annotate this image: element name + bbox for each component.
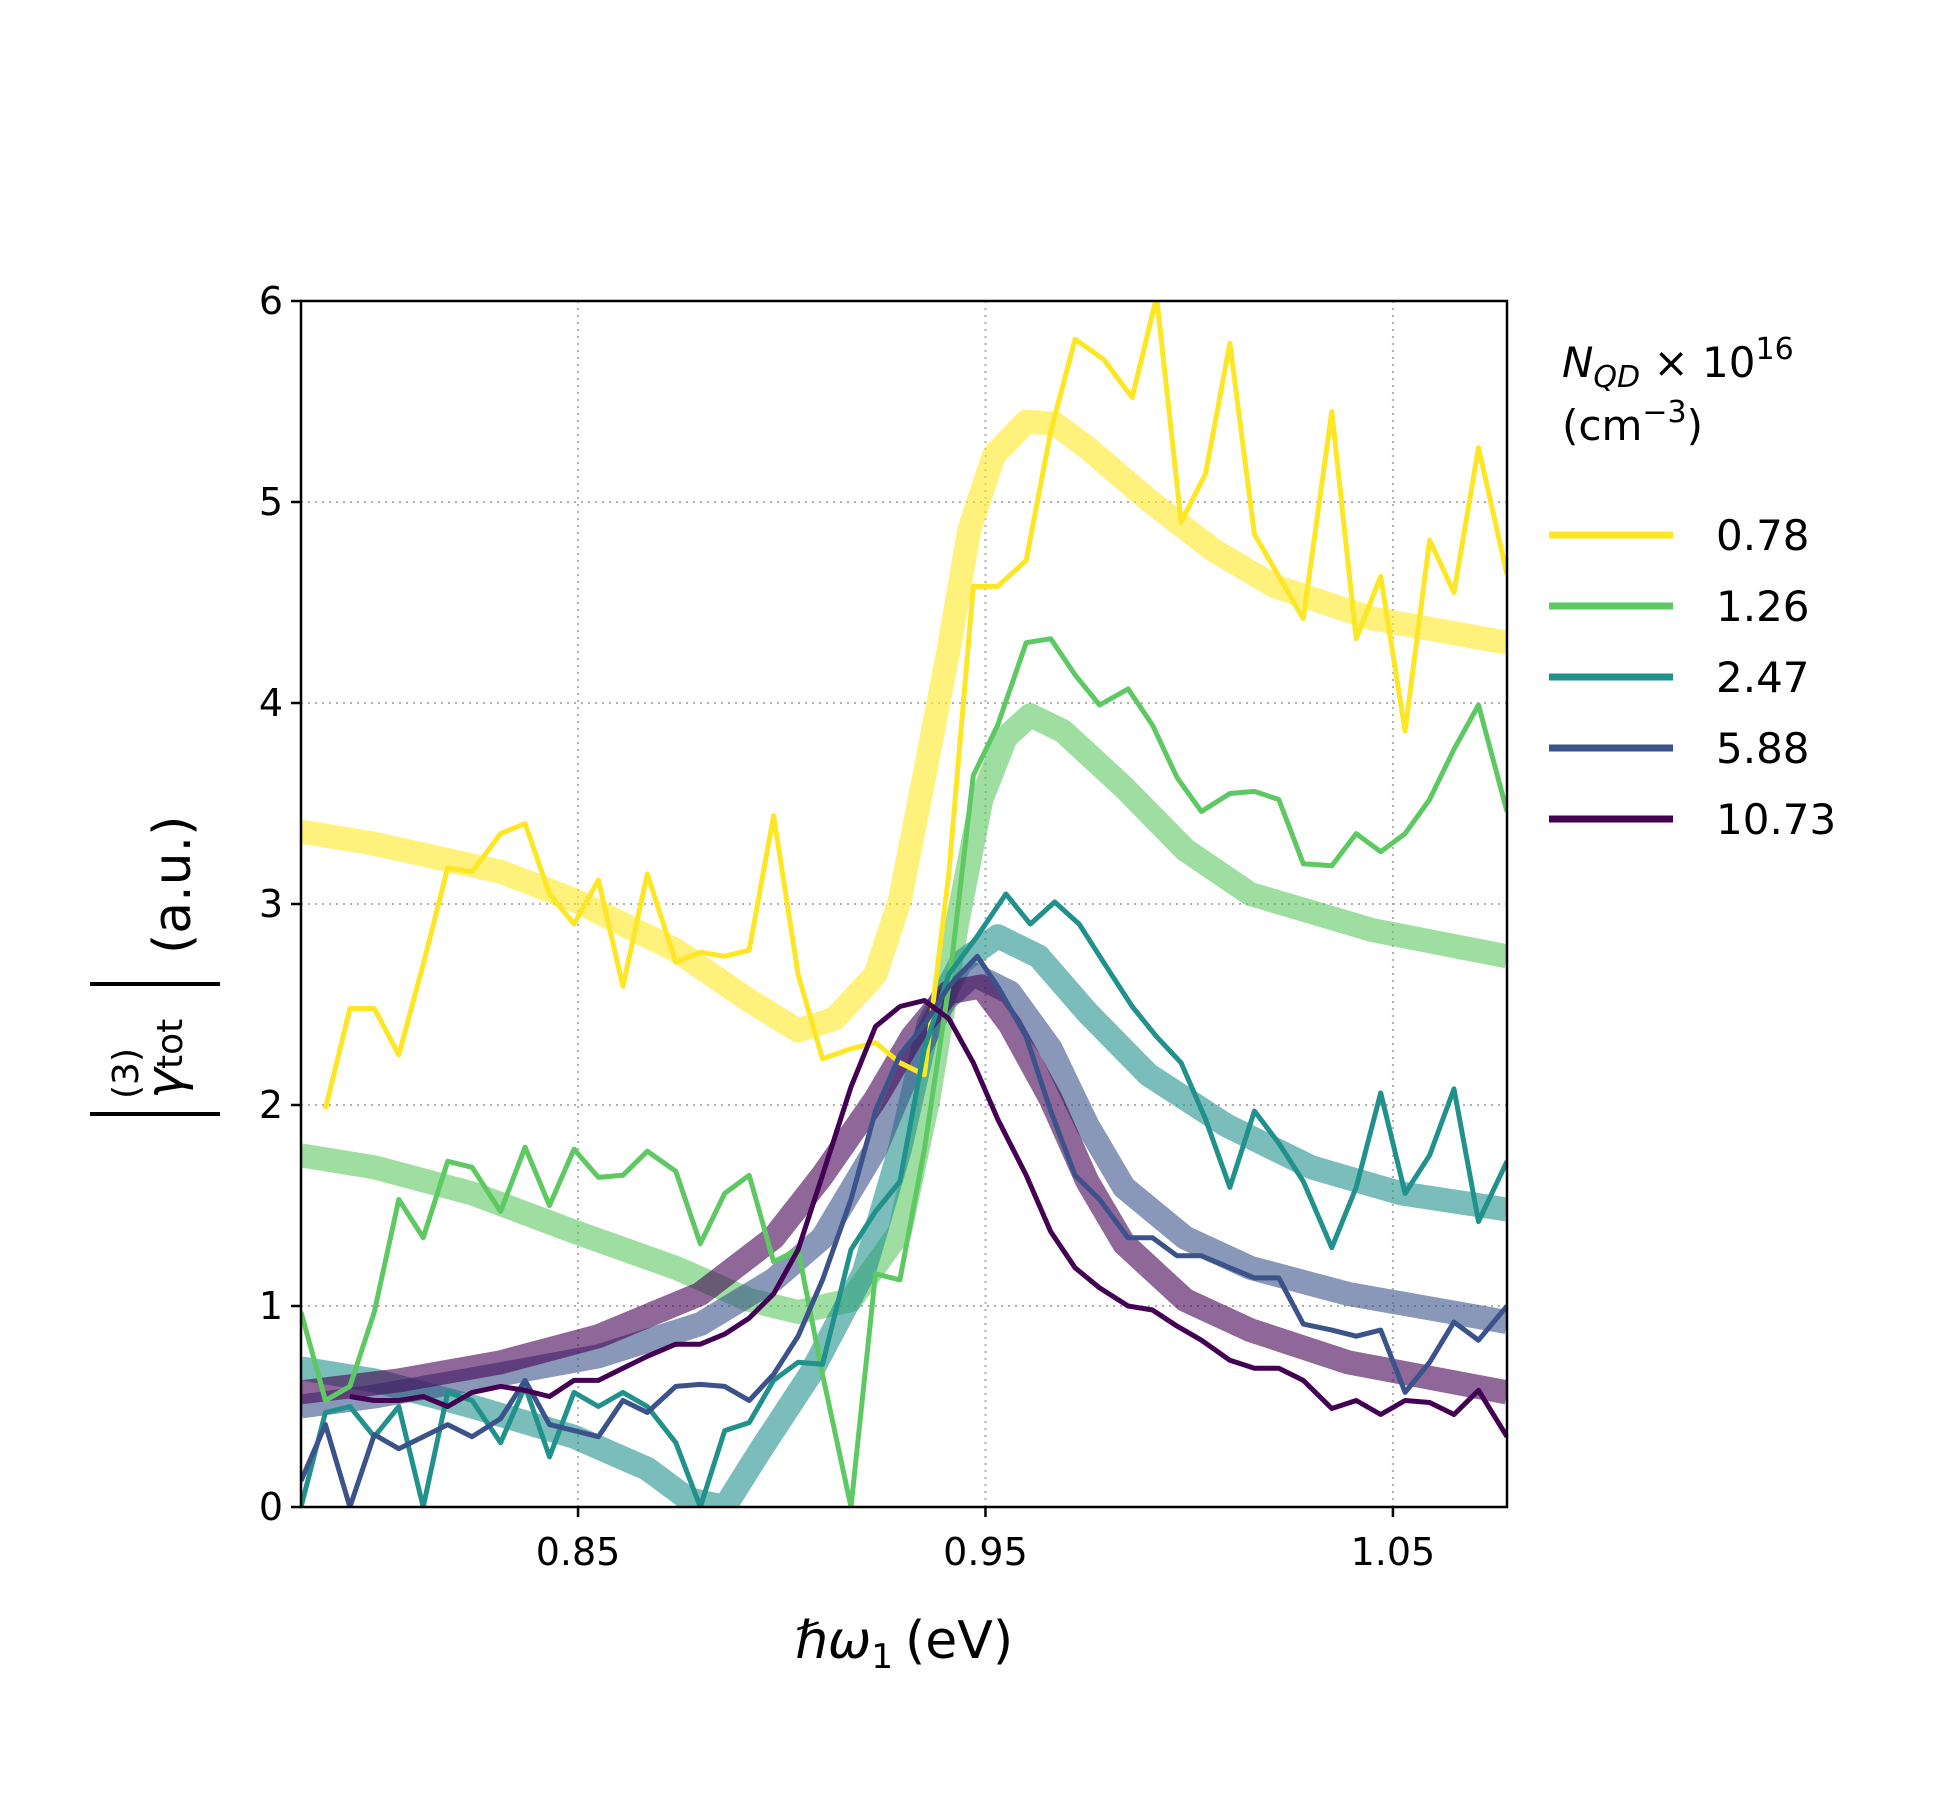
data-line-5.88: [301, 953, 1507, 1507]
legend-label: 1.26: [1716, 582, 1810, 631]
data-line-10.73: [349, 998, 1507, 1439]
data-line-2.47: [301, 891, 1507, 1507]
fit-curve-1.26: [301, 703, 1507, 1324]
data-line-1.26: [301, 636, 1507, 1507]
legend-title-line2: (cm−3): [1562, 395, 1703, 450]
y-tick-label: 1: [259, 1284, 283, 1328]
y-tick-label: 2: [259, 1083, 283, 1127]
svg-text:γ: γ: [135, 1065, 195, 1099]
x-axis-label: ℏω1 (eV): [795, 1611, 1013, 1677]
legend-label: 10.73: [1716, 795, 1836, 844]
legend: NQD × 1016 (cm−3) 0.78 1.26 2.47 5.88 10.73: [1549, 332, 1836, 844]
y-axis-label: γ (3) tot (a.u.): [90, 816, 220, 1116]
legend-label: 0.78: [1716, 511, 1810, 560]
y-tick-label: 0: [259, 1485, 283, 1529]
y-tick-label: 3: [259, 882, 283, 926]
fit-curve-0.78: [301, 409, 1507, 1043]
svg-text:(a.u.): (a.u.): [143, 816, 203, 954]
data-line-0.78: [322, 301, 1507, 1110]
y-tick-label: 4: [259, 681, 283, 725]
ticks: 0 1 2 3 4 5 6 0.85 0.95 1.05: [259, 279, 1435, 1574]
legend-label: 2.47: [1716, 653, 1810, 702]
x-tick-label: 1.05: [1351, 1530, 1436, 1574]
legend-label: 5.88: [1716, 724, 1810, 773]
x-tick-label: 0.85: [536, 1530, 621, 1574]
x-tick-label: 0.95: [943, 1530, 1028, 1574]
fit-curves: [301, 409, 1507, 1507]
svg-text:tot: tot: [150, 1019, 191, 1069]
data-lines: [301, 301, 1507, 1507]
y-tick-label: 6: [259, 279, 283, 323]
legend-title-line1: NQD × 1016: [1562, 332, 1794, 395]
y-tick-label: 5: [259, 480, 283, 524]
svg-text:(3): (3): [106, 1048, 147, 1099]
